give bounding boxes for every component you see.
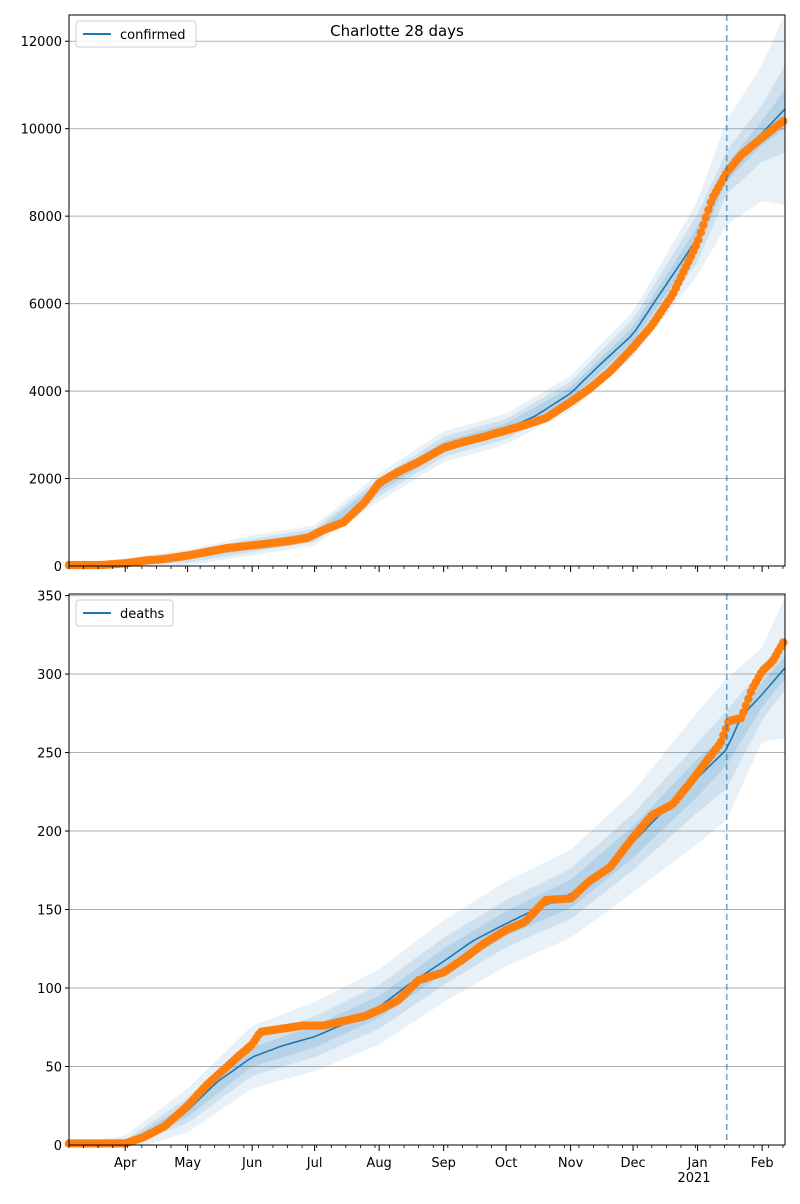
outer-uncertainty-band — [69, 597, 785, 1145]
middle-uncertainty-band — [69, 65, 785, 567]
observed-point — [741, 701, 751, 710]
y-tick-label: 350 — [37, 590, 62, 605]
year-label: 2021 — [677, 1171, 710, 1186]
observed-point — [719, 731, 728, 740]
y-tick-label: 0 — [54, 560, 62, 575]
observed-point — [696, 228, 706, 237]
y-tick-label: 6000 — [29, 298, 62, 313]
y-tick-label: 200 — [37, 825, 62, 840]
x-tick-label: Jan — [687, 1156, 708, 1171]
observed-point — [721, 724, 731, 733]
observed-point — [704, 205, 713, 215]
y-tick-label: 300 — [37, 668, 62, 683]
legend-label: confirmed — [120, 28, 186, 43]
x-tick-label: Apr — [114, 1156, 137, 1171]
legend-label: deaths — [120, 607, 165, 622]
y-tick-label: 100 — [37, 982, 62, 997]
figure-title: Charlotte 28 days — [330, 22, 464, 40]
x-tick-label: May — [174, 1156, 201, 1171]
y-tick-label: 10000 — [21, 123, 62, 138]
y-tick-label: 2000 — [29, 473, 62, 488]
x-tick-label: Jun — [241, 1156, 262, 1171]
y-tick-label: 250 — [37, 747, 62, 762]
observed-point — [744, 694, 753, 703]
x-tick-label: Aug — [366, 1156, 391, 1171]
observed-point — [694, 235, 703, 245]
x-tick-label: Sep — [431, 1156, 456, 1171]
middle-uncertainty-band — [69, 645, 785, 1145]
observed-point — [699, 220, 708, 230]
observed-point — [739, 708, 748, 717]
x-tick-label: Feb — [751, 1156, 774, 1171]
inner-uncertainty-band — [69, 89, 785, 567]
legend: deaths — [75, 599, 174, 627]
x-tick-label: Oct — [495, 1156, 517, 1171]
observed-point — [701, 213, 711, 222]
y-tick-label: 12000 — [21, 35, 62, 50]
observed-point — [779, 117, 788, 126]
axes-frame — [68, 593, 786, 1146]
x-tick-label: Jul — [306, 1156, 323, 1171]
axes-frame — [68, 14, 786, 567]
y-tick-label: 0 — [54, 1139, 62, 1154]
y-tick-label: 150 — [37, 904, 62, 919]
legend-frame — [75, 20, 197, 48]
legend-frame — [75, 599, 174, 627]
y-tick-label: 8000 — [29, 210, 62, 225]
x-tick-label: Dec — [620, 1156, 645, 1171]
observed-point — [779, 638, 788, 647]
model-series-line — [68, 108, 786, 567]
x-tick-label: Nov — [558, 1156, 584, 1171]
observed-point — [716, 737, 726, 747]
inner-uncertainty-band — [69, 656, 785, 1145]
confirmed-panel: 0 2000 4000 6000 8000 10000 12000 confirmed — [21, 14, 788, 575]
y-tick-label: 4000 — [29, 385, 62, 400]
legend: confirmed — [75, 20, 197, 48]
deaths-panel: 0 50 100 150 200 250 300 350 Apr May Jun Jul Aug Sep O… — [37, 590, 788, 1171]
y-tick-label: 50 — [45, 1061, 62, 1076]
